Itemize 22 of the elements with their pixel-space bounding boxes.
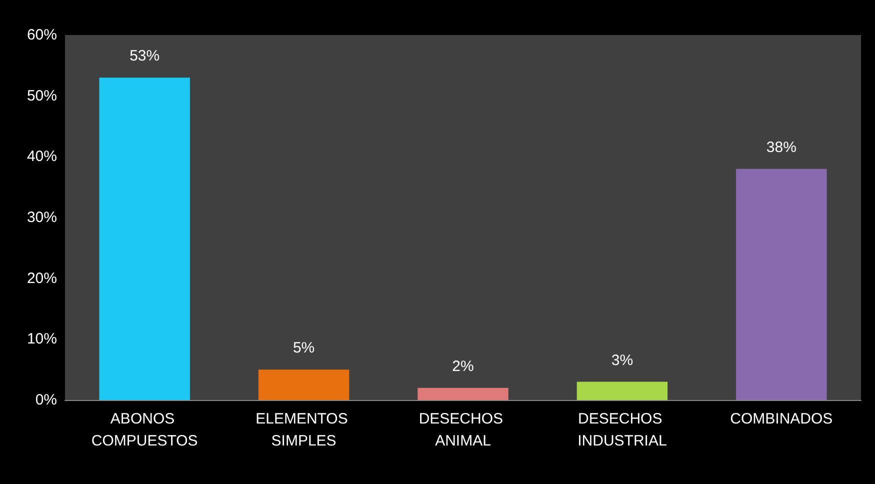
x-tick-label: COMBINADOS [730, 410, 833, 428]
data-label: 3% [611, 352, 634, 369]
data-label: 2% [452, 358, 474, 375]
y-tick-label: 10% [26, 330, 57, 348]
y-tick-label: 0% [35, 392, 57, 408]
y-tick-label: 50% [26, 87, 57, 104]
y-tick-label: 60% [26, 26, 57, 44]
bar [736, 168, 827, 400]
x-tick-label: DESECHOS INDUSTRIAL [578, 410, 667, 450]
x-tick-label: DESECHOS ANIMAL [418, 410, 508, 450]
bar [576, 382, 668, 400]
data-label: 53% [130, 48, 160, 65]
bar [258, 370, 350, 400]
y-tick-label: 30% [26, 209, 57, 226]
bar [99, 78, 190, 400]
data-label: 5% [292, 340, 315, 357]
y-tick-label: 20% [26, 270, 57, 287]
bar [418, 388, 508, 400]
y-tick-label: 40% [26, 148, 57, 166]
x-tick-label: ABONOS COMPUESTOS [91, 410, 198, 450]
x-tick-label: ELEMENTOS SIMPLES [256, 410, 352, 450]
data-label: 38% [766, 138, 796, 156]
